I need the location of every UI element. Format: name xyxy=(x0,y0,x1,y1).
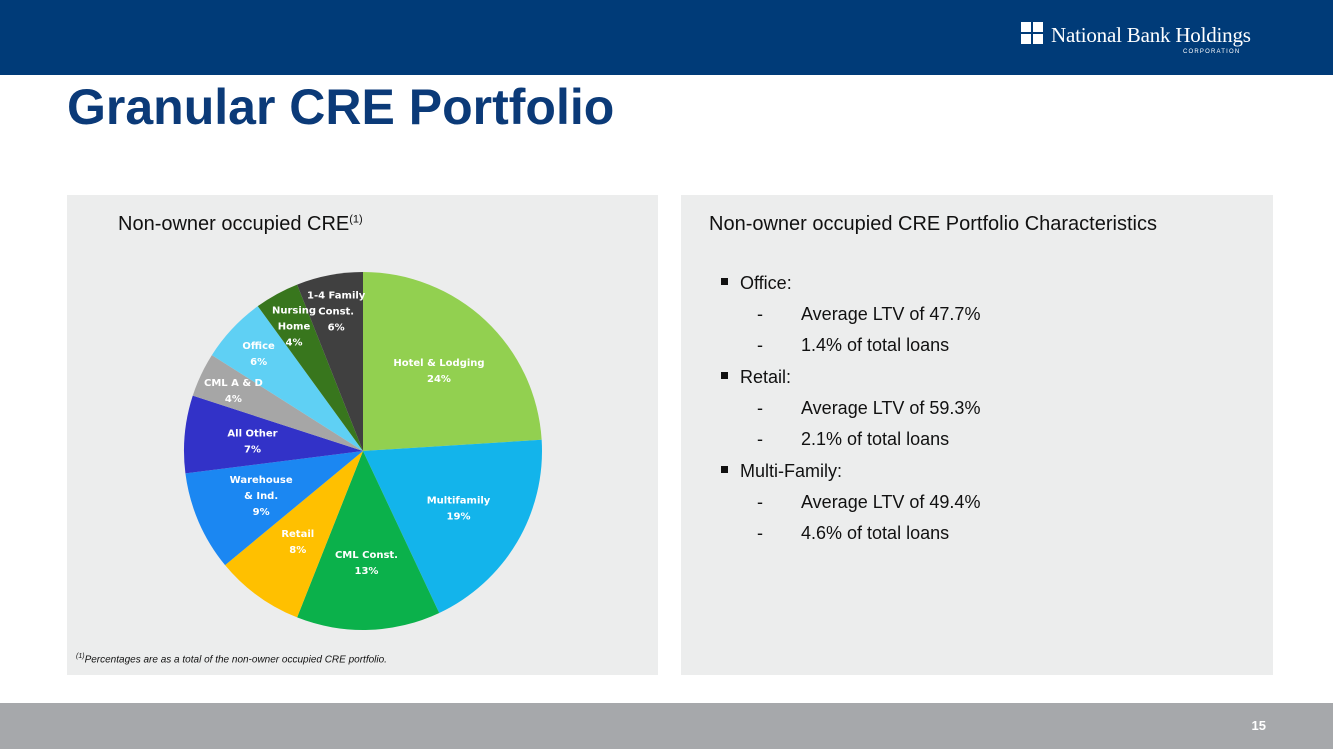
pie-slice-warehouse-ind xyxy=(185,451,363,566)
pie-label-value: 7% xyxy=(244,445,261,456)
footnote: (1)Percentages are as a total of the non… xyxy=(76,653,387,665)
logo-name: National Bank Holdings xyxy=(1051,23,1251,47)
pie-label-value: 13% xyxy=(355,566,379,577)
pie-label-value: 4% xyxy=(225,394,242,405)
item-text: 1.4% of total loans xyxy=(801,335,950,355)
pie-slice-1-4-family-const xyxy=(297,272,363,451)
chart-title-footnote-mark: (1) xyxy=(349,213,363,226)
item-text: 2.1% of total loans xyxy=(801,429,950,449)
square-bullet-icon xyxy=(721,371,728,379)
pie-label: CML A & D 4% xyxy=(204,378,263,405)
pie-label: CML Const. 13% xyxy=(335,550,398,577)
pie-chart: Hotel & Lodging 24% Multifamily 19% CML Cons… xyxy=(184,272,542,630)
pie-label-category: CML A & D xyxy=(204,378,263,389)
pie-label: 1-4 Family Const. 6% xyxy=(307,290,366,333)
characteristics-panel: Non-owner occupied CRE Portfolio Charact… xyxy=(681,195,1273,675)
list-item: - Average LTV of 59.3% xyxy=(757,393,1241,424)
pie-label-value: 4% xyxy=(286,338,303,349)
item-text: Average LTV of 49.4% xyxy=(801,492,981,512)
footer-bar: 15 xyxy=(0,703,1333,749)
pie-label-category: Hotel & Lodging xyxy=(393,358,484,369)
square-bullet-icon xyxy=(721,277,728,285)
pie-slice-office xyxy=(211,306,363,451)
category-multifamily: Multi-Family: xyxy=(721,455,1241,487)
pie-label-value: 19% xyxy=(447,511,471,522)
pie-label-category: Nursing xyxy=(272,306,316,317)
pie-label-category: All Other xyxy=(227,429,277,440)
header-bar: National Bank Holdings CORPORATION xyxy=(0,0,1333,75)
pie-label-category: Warehouse xyxy=(230,475,293,486)
pie-slice-retail xyxy=(225,451,363,618)
dash-bullet: - xyxy=(757,398,763,418)
category-label: Multi-Family: xyxy=(740,460,842,481)
footnote-text: Percentages are as a total of the non-ow… xyxy=(84,654,387,666)
pie-slice-nursing-home xyxy=(257,284,363,451)
item-text: Average LTV of 47.7% xyxy=(801,304,981,324)
pie-slice-all-other xyxy=(184,395,363,474)
pie-label: Office 6% xyxy=(242,341,275,368)
pie-label: Multifamily 19% xyxy=(427,495,491,522)
logo-squares-icon xyxy=(1021,22,1044,45)
logo-subtitle: CORPORATION xyxy=(1183,49,1241,55)
pie-slice-cml-const xyxy=(297,451,440,630)
pie-label-value: 6% xyxy=(328,322,345,333)
pie-label-category: Multifamily xyxy=(427,495,491,506)
category-retail: Retail: xyxy=(721,361,1241,393)
pie-label-category: Office xyxy=(242,341,275,352)
dash-bullet: - xyxy=(757,492,763,512)
category-label: Office: xyxy=(740,272,792,293)
page-title: Granular CRE Portfolio xyxy=(67,79,615,135)
pie-label-category: & Ind. xyxy=(244,491,278,502)
pie-slice-hotel-lodging xyxy=(363,272,542,451)
chart-title: Non-owner occupied CRE(1) xyxy=(118,213,363,236)
list-item: - 1.4% of total loans xyxy=(757,330,1241,361)
pie-label: Warehouse & Ind. 9% xyxy=(230,475,293,518)
pie-label-value: 24% xyxy=(427,374,451,385)
company-logo: National Bank Holdings CORPORATION xyxy=(1021,22,1271,62)
chart-panel: Non-owner occupied CRE(1) Hotel & Lodgin… xyxy=(67,195,658,675)
pie-label-value: 9% xyxy=(253,507,270,518)
page-number: 15 xyxy=(1251,718,1266,733)
pie-label-category: Const. xyxy=(318,306,354,317)
pie-label-value: 8% xyxy=(289,545,306,556)
chart-title-text: Non-owner occupied CRE xyxy=(118,213,350,235)
pie-label-value: 6% xyxy=(250,357,267,368)
list-item: - 4.6% of total loans xyxy=(757,518,1241,549)
dash-bullet: - xyxy=(757,304,763,324)
item-text: Average LTV of 59.3% xyxy=(801,398,981,418)
pie-label-category: CML Const. xyxy=(335,550,398,561)
category-office: Office: xyxy=(721,267,1241,299)
pie-label: All Other 7% xyxy=(227,429,277,456)
square-bullet-icon xyxy=(721,465,728,473)
pie-slice-cml-a-d xyxy=(192,355,363,451)
dash-bullet: - xyxy=(757,335,763,355)
pie-label: Retail 8% xyxy=(281,529,314,556)
category-label: Retail: xyxy=(740,366,792,387)
dash-bullet: - xyxy=(757,429,763,449)
characteristics-list: Office: - Average LTV of 47.7% - 1.4% of t… xyxy=(721,267,1241,549)
list-item: - 2.1% of total loans xyxy=(757,424,1241,455)
pie-label-category: 1-4 Family xyxy=(307,290,366,301)
pie-label: Nursing Home 4% xyxy=(272,306,316,349)
item-text: 4.6% of total loans xyxy=(801,523,950,543)
footnote-mark: (1) xyxy=(76,653,85,660)
pie-slice-multifamily xyxy=(363,439,542,613)
list-item: - Average LTV of 47.7% xyxy=(757,299,1241,330)
characteristics-title: Non-owner occupied CRE Portfolio Charact… xyxy=(709,213,1157,235)
pie-label: Hotel & Lodging 24% xyxy=(393,358,484,385)
list-item: - Average LTV of 49.4% xyxy=(757,487,1241,518)
pie-label-category: Retail xyxy=(281,529,314,540)
pie-label-category: Home xyxy=(278,322,311,333)
dash-bullet: - xyxy=(757,523,763,543)
